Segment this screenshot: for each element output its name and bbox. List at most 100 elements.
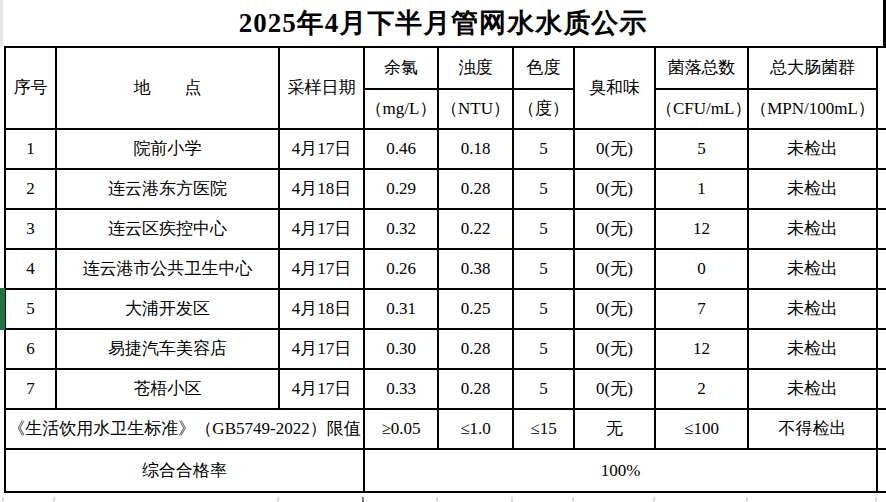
cell-location[interactable]: 苍梧小区 (56, 369, 279, 409)
cell-coliform[interactable]: 未检出 (748, 369, 877, 409)
cell-odor[interactable]: 0(无) (574, 289, 655, 329)
cell-chlorine[interactable]: 0.31 (364, 289, 438, 329)
cell-date[interactable]: 4月17日 (279, 209, 364, 249)
page-title[interactable]: 2025年4月下半月管网水水质公示 (0, 0, 886, 46)
cell-colony[interactable]: 12 (655, 329, 748, 369)
cell-no[interactable]: 3 (5, 209, 56, 249)
cutoff-cell (877, 449, 886, 492)
unit-turbidity[interactable]: （NTU） (438, 89, 513, 129)
limit-colony[interactable]: ≤100 (655, 409, 748, 449)
cell-location[interactable]: 院前小学 (56, 129, 279, 169)
cell-color[interactable]: 5 (513, 169, 574, 209)
col-header-no[interactable]: 序号 (5, 47, 56, 129)
col-header-chlorine[interactable]: 余氯 (364, 47, 438, 89)
cutoff-cell (877, 169, 886, 209)
cell-odor[interactable]: 0(无) (574, 249, 655, 289)
cell-no[interactable]: 5 (5, 289, 56, 329)
unit-color[interactable]: （度） (513, 89, 574, 129)
cell-color[interactable]: 5 (513, 289, 574, 329)
limit-coliform[interactable]: 不得检出 (748, 409, 877, 449)
cell-no[interactable]: 6 (5, 329, 56, 369)
cell-turbidity[interactable]: 0.25 (438, 289, 513, 329)
limit-turbidity[interactable]: ≤1.0 (438, 409, 513, 449)
limit-color[interactable]: ≤15 (513, 409, 574, 449)
cell-color[interactable]: 5 (513, 249, 574, 289)
cell-turbidity[interactable]: 0.28 (438, 369, 513, 409)
col-header-odor[interactable]: 臭和味 (574, 47, 655, 129)
gridline-tick (875, 497, 877, 502)
gridline-tick (436, 497, 438, 502)
cutoff-cell (877, 249, 886, 289)
cell-date[interactable]: 4月17日 (279, 129, 364, 169)
cell-colony[interactable]: 12 (655, 209, 748, 249)
cell-no[interactable]: 7 (5, 369, 56, 409)
cell-odor[interactable]: 0(无) (574, 209, 655, 249)
cell-colony[interactable]: 2 (655, 369, 748, 409)
limit-chlorine[interactable]: ≥0.05 (364, 409, 438, 449)
cell-no[interactable]: 2 (5, 169, 56, 209)
cell-location[interactable]: 连云港市公共卫生中心 (56, 249, 279, 289)
cell-colony[interactable]: 5 (655, 129, 748, 169)
unit-coliform[interactable]: （MPN/100mL） (748, 89, 877, 129)
cell-colony[interactable]: 7 (655, 289, 748, 329)
cell-colony[interactable]: 0 (655, 249, 748, 289)
cell-location[interactable]: 大浦开发区 (56, 289, 279, 329)
col-header-turbidity[interactable]: 浊度 (438, 47, 513, 89)
unit-chlorine[interactable]: （mg/L） (364, 89, 438, 129)
cutoff-cell (877, 129, 886, 169)
cell-location[interactable]: 连云区疾控中心 (56, 209, 279, 249)
cell-color[interactable]: 5 (513, 369, 574, 409)
cell-date[interactable]: 4月17日 (279, 369, 364, 409)
cell-odor[interactable]: 0(无) (574, 169, 655, 209)
cell-coliform[interactable]: 未检出 (748, 129, 877, 169)
cell-coliform[interactable]: 未检出 (748, 209, 877, 249)
cell-turbidity[interactable]: 0.18 (438, 129, 513, 169)
cell-coliform[interactable]: 未检出 (748, 289, 877, 329)
col-header-coliform[interactable]: 总大肠菌群 (748, 47, 877, 89)
cell-color[interactable]: 5 (513, 129, 574, 169)
cell-coliform[interactable]: 未检出 (748, 249, 877, 289)
cell-turbidity[interactable]: 0.38 (438, 249, 513, 289)
cell-odor[interactable]: 0(无) (574, 369, 655, 409)
cell-date[interactable]: 4月17日 (279, 249, 364, 289)
summary-label[interactable]: 综合合格率 (5, 449, 364, 492)
gridline-tick (746, 497, 748, 502)
summary-value[interactable]: 100% (364, 449, 877, 492)
cell-odor[interactable]: 0(无) (574, 329, 655, 369)
cell-turbidity[interactable]: 0.28 (438, 329, 513, 369)
header-row-1: 序号 地 点 采样日期 余氯 浊度 色度 臭和味 菌落总数 总大肠菌群 (5, 47, 886, 89)
cell-colony[interactable]: 1 (655, 169, 748, 209)
limit-odor[interactable]: 无 (574, 409, 655, 449)
cell-no[interactable]: 4 (5, 249, 56, 289)
unit-colony[interactable]: （CFU/mL） (655, 89, 748, 129)
cell-odor[interactable]: 0(无) (574, 129, 655, 169)
col-header-colony[interactable]: 菌落总数 (655, 47, 748, 89)
limits-label[interactable]: 《生活饮用水卫生标准》（GB5749-2022）限值 (5, 409, 364, 449)
cell-chlorine[interactable]: 0.32 (364, 209, 438, 249)
cell-chlorine[interactable]: 0.26 (364, 249, 438, 289)
col-header-date[interactable]: 采样日期 (279, 47, 364, 129)
cell-color[interactable]: 5 (513, 209, 574, 249)
table-row: 6 易捷汽车美容店 4月17日 0.30 0.28 5 0(无) 12 未检出 (5, 329, 886, 369)
cell-location[interactable]: 易捷汽车美容店 (56, 329, 279, 369)
col-header-color[interactable]: 色度 (513, 47, 574, 89)
cell-turbidity[interactable]: 0.28 (438, 169, 513, 209)
cell-chlorine[interactable]: 0.30 (364, 329, 438, 369)
cell-chlorine[interactable]: 0.33 (364, 369, 438, 409)
table-row: 2 连云港东方医院 4月18日 0.29 0.28 5 0(无) 1 未检出 (5, 169, 886, 209)
table-row: 7 苍梧小区 4月17日 0.33 0.28 5 0(无) 2 未检出 (5, 369, 886, 409)
cell-no[interactable]: 1 (5, 129, 56, 169)
cell-location[interactable]: 连云港东方医院 (56, 169, 279, 209)
cell-date[interactable]: 4月18日 (279, 289, 364, 329)
cell-coliform[interactable]: 未检出 (748, 329, 877, 369)
col-header-location[interactable]: 地 点 (56, 47, 279, 129)
cell-chlorine[interactable]: 0.29 (364, 169, 438, 209)
cell-turbidity[interactable]: 0.22 (438, 209, 513, 249)
cell-date[interactable]: 4月17日 (279, 329, 364, 369)
cell-date[interactable]: 4月18日 (279, 169, 364, 209)
cell-color[interactable]: 5 (513, 329, 574, 369)
cell-coliform[interactable]: 未检出 (748, 169, 877, 209)
cutoff-cell (877, 369, 886, 409)
cell-chlorine[interactable]: 0.46 (364, 129, 438, 169)
summary-row: 综合合格率 100% (5, 449, 886, 492)
